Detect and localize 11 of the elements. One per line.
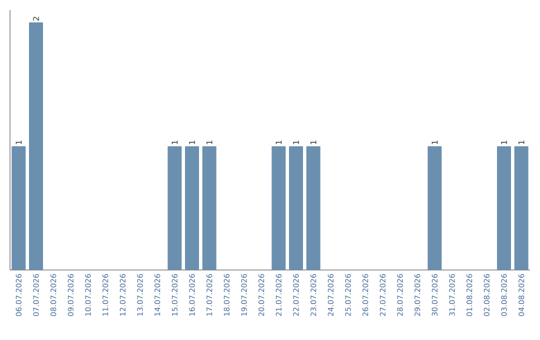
data-label: 1 [206,140,212,144]
data-label: 1 [518,140,524,144]
data-label: 1 [501,140,507,144]
data-label: 1 [276,140,282,144]
data-label: 2 [33,16,39,21]
data-label: 1 [189,140,195,144]
data-label: 1 [310,140,316,144]
data-label: 1 [293,140,299,144]
data-label: 1 [172,140,178,144]
data-label: 1 [432,140,438,144]
data-label: 1 [16,140,22,144]
